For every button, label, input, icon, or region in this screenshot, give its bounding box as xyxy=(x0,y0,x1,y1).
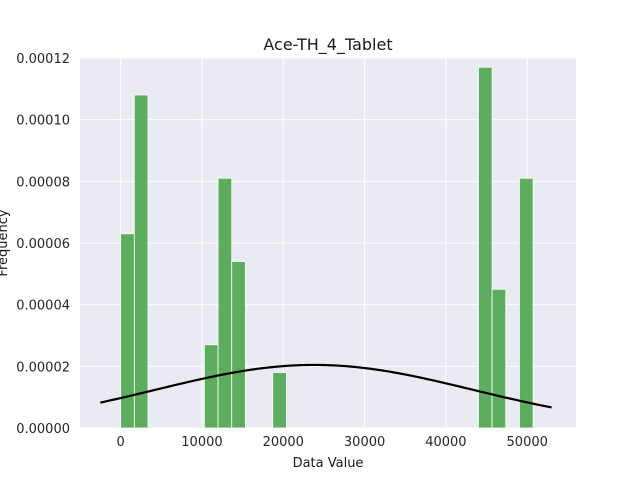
histogram-bars xyxy=(120,66,534,429)
x-tick-label: 10000 xyxy=(181,435,222,450)
y-axis-label: Frequency xyxy=(0,209,11,276)
y-tick-label: 0.00008 xyxy=(16,175,70,190)
y-tick-label: 0.00012 xyxy=(16,52,70,67)
histogram-bar xyxy=(272,372,287,429)
histogram-bar xyxy=(231,261,246,429)
x-tick-label: 30000 xyxy=(344,435,385,450)
x-tick-label: 0 xyxy=(117,435,125,450)
histogram-bar xyxy=(478,66,493,429)
histogram-bar xyxy=(133,94,149,429)
x-axis-label: Data Value xyxy=(293,456,364,471)
y-tick-label: 0.00004 xyxy=(16,299,70,314)
density-curve xyxy=(100,363,552,409)
histogram-bar xyxy=(519,177,534,429)
y-tick-label: 0.00010 xyxy=(16,114,70,129)
y-tick-label: 0.00006 xyxy=(16,237,70,252)
chart-title: Ace-TH_4_Tablet xyxy=(263,35,392,55)
axis-ticks: 0 10000 20000 30000 40000 50000 0.00000 0.00002… xyxy=(16,52,548,450)
y-tick-label: 0.00000 xyxy=(16,422,70,437)
density-curve-group xyxy=(100,363,552,409)
histogram-bar xyxy=(491,288,507,429)
x-tick-label: 50000 xyxy=(507,435,548,450)
histogram-bar xyxy=(204,344,219,429)
x-tick-label: 40000 xyxy=(425,435,466,450)
y-tick-label: 0.00002 xyxy=(16,360,70,375)
histogram-bar xyxy=(120,233,135,429)
x-tick-label: 20000 xyxy=(263,435,304,450)
histogram-bar xyxy=(217,177,233,429)
